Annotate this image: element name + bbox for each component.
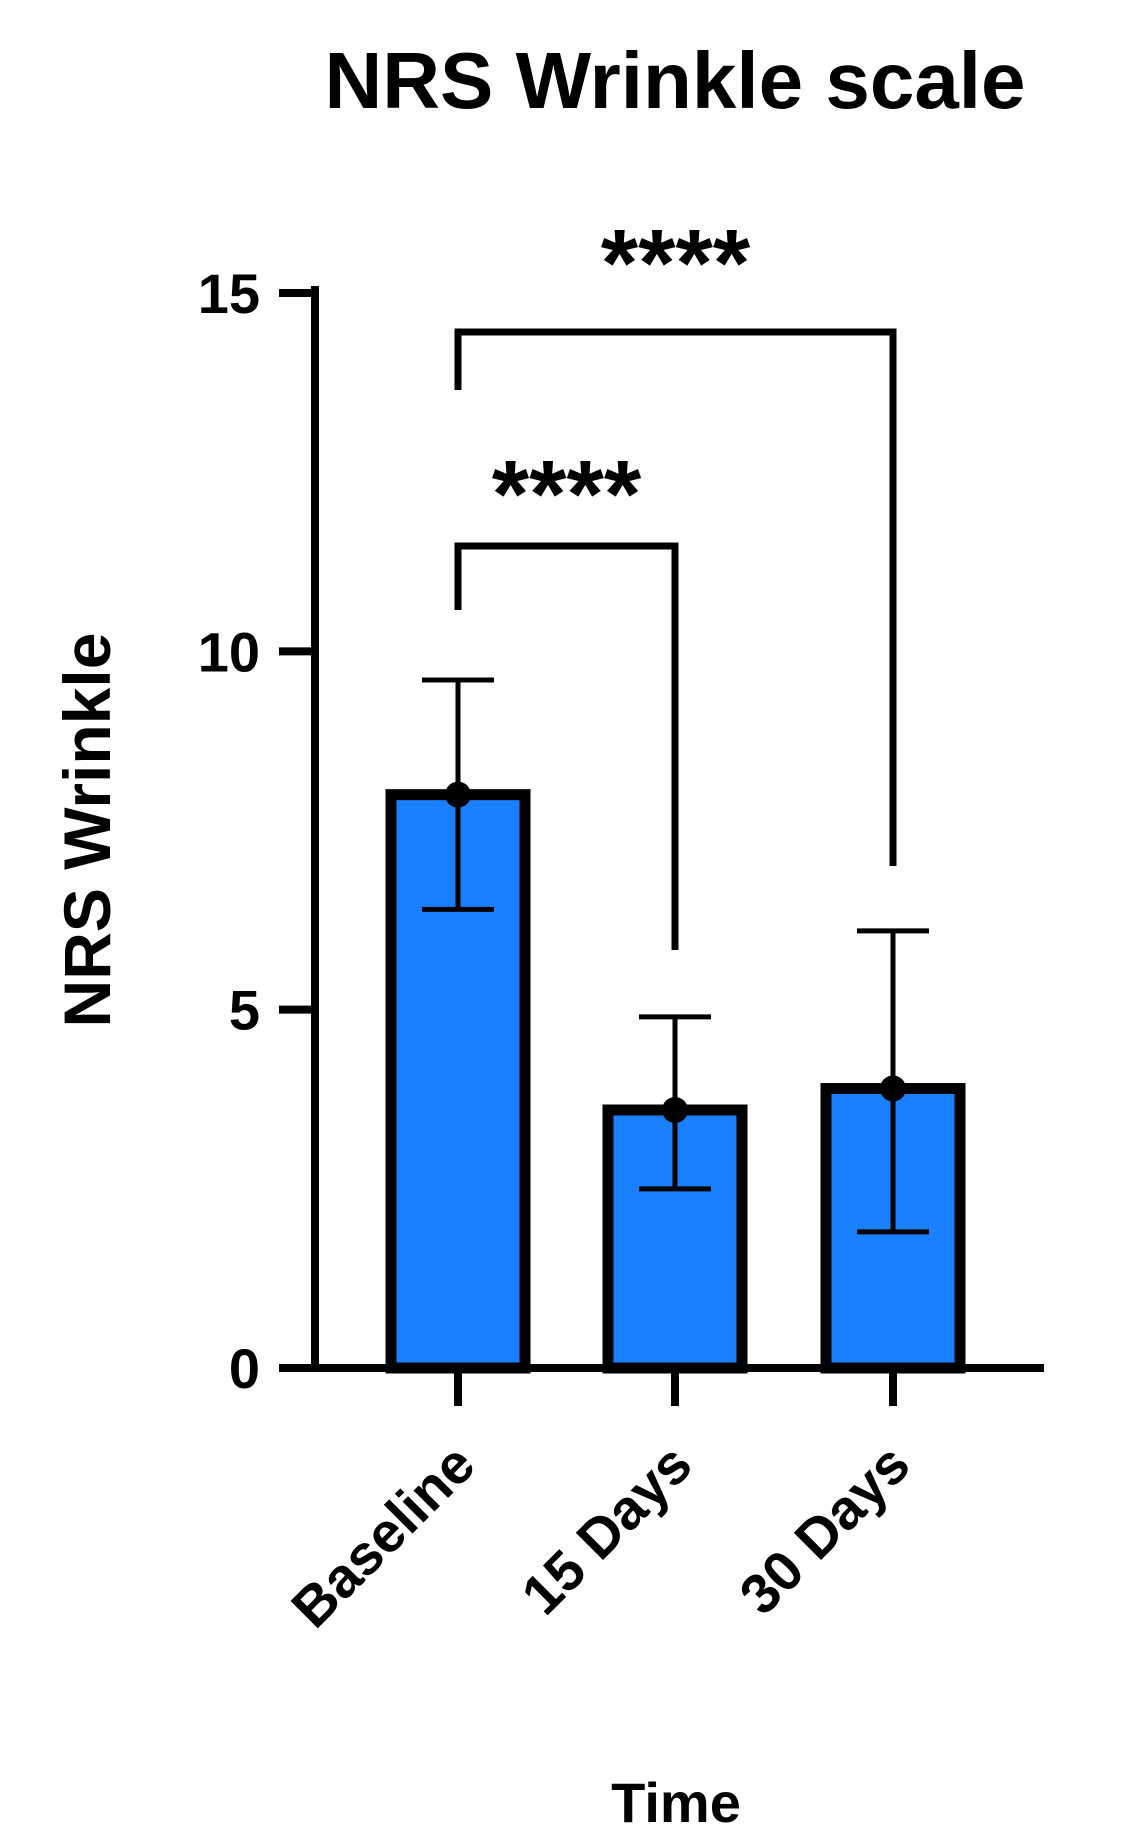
y-tick-label: 15	[198, 262, 260, 325]
significance-bracket	[454, 542, 679, 950]
x-tick-label: 15 Days	[509, 1432, 703, 1626]
mean-point	[445, 781, 471, 808]
significance-bracket	[454, 328, 897, 866]
x-ticks: Baseline 15 Days 30 Days	[279, 1368, 921, 1639]
y-ticks: 0 5 10 15	[198, 262, 315, 1400]
y-tick-label: 0	[229, 1337, 260, 1400]
y-axis-label: NRS Wrinkle	[50, 633, 124, 1028]
x-axis-label: Time	[611, 1771, 741, 1834]
plot-area: 0 5 10 15 Baseline 15 Days 30 Days **** ****	[198, 210, 1044, 1639]
significance-label: ****	[492, 441, 642, 548]
significance-brackets: **** ****	[454, 210, 897, 950]
x-tick-label: 30 Days	[727, 1432, 921, 1626]
mean-point	[662, 1097, 688, 1123]
y-tick-label: 5	[229, 979, 260, 1042]
significance-label: ****	[601, 210, 751, 317]
chart-title: NRS Wrinkle scale	[324, 36, 1025, 125]
error-bars	[422, 677, 929, 1235]
x-tick-label: Baseline	[279, 1432, 486, 1639]
mean-point	[880, 1075, 906, 1102]
y-tick-label: 10	[198, 620, 260, 683]
